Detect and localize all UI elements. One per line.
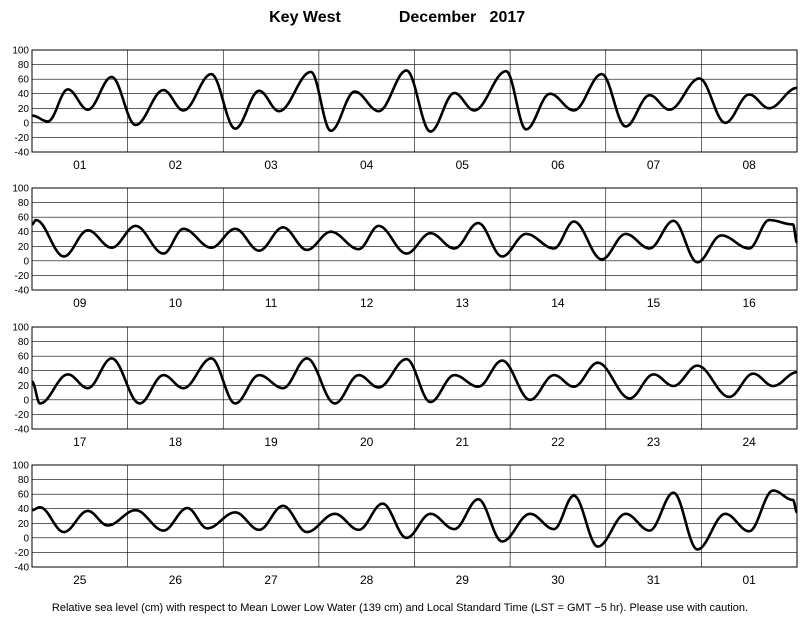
tide-series-line	[31, 69, 798, 133]
y-tick-label: 20	[18, 519, 30, 530]
x-tick-label: 14	[551, 296, 565, 310]
y-tick-label: 100	[12, 184, 29, 195]
x-tick-label: 23	[647, 435, 661, 449]
x-tick-label: 22	[551, 435, 565, 449]
chart-title-period: December 2017	[399, 9, 525, 26]
chart-footnote: Relative sea level (cm) with respect to …	[52, 602, 748, 614]
x-tick-label: 12	[360, 296, 374, 310]
y-tick-label: 20	[18, 242, 30, 253]
y-tick-label: 100	[12, 46, 29, 57]
chart-title-place: Key West	[269, 9, 341, 26]
y-tick-label: 40	[18, 504, 30, 515]
y-tick-label: 40	[18, 89, 30, 100]
x-tick-label: 10	[169, 296, 183, 310]
panel-1: 100 80 60 40 20 0 -20 -40 01 02 03 04 05 06 07 08	[12, 46, 798, 172]
x-tick-label: 09	[73, 296, 87, 310]
x-tick-label: 02	[169, 158, 183, 172]
x-tick-label: 03	[264, 158, 278, 172]
x-tick-label: 26	[169, 573, 183, 587]
y-tick-label: 40	[18, 366, 30, 377]
y-tick-label: 20	[18, 104, 30, 115]
x-tick-label: 28	[360, 573, 374, 587]
x-tick-label: 19	[264, 435, 278, 449]
y-tick-label: -40	[15, 148, 30, 159]
y-tick-label: 0	[23, 118, 29, 129]
x-tick-label: 18	[169, 435, 183, 449]
panel-3: 100 80 60 40 20 0 -20 -40 17 18 19 20 21 22 23 24	[12, 323, 798, 449]
x-tick-label: 27	[264, 573, 278, 587]
x-tick-label: 06	[551, 158, 565, 172]
y-tick-label: 40	[18, 227, 30, 238]
y-tick-label: 0	[23, 256, 29, 267]
y-tick-label: 100	[12, 461, 29, 472]
panel-2: 100 80 60 40 20 0 -20 -40 09 10 11 12 13 14 15 16	[12, 184, 799, 310]
y-tick-label: -20	[15, 133, 30, 144]
y-tick-label: 80	[18, 475, 30, 486]
y-tick-label: -40	[15, 425, 30, 436]
tide-series-line	[30, 218, 799, 264]
x-tick-label: 11	[265, 296, 278, 310]
x-tick-label: 29	[456, 573, 470, 587]
x-tick-label: 31	[647, 573, 661, 587]
x-tick-label: 21	[456, 435, 470, 449]
y-tick-label: 0	[23, 533, 29, 544]
x-tick-label: 08	[743, 158, 757, 172]
y-tick-label: -40	[15, 286, 30, 297]
x-tick-label: 24	[743, 435, 757, 449]
y-tick-label: 0	[23, 395, 29, 406]
y-tick-label: 60	[18, 352, 30, 363]
y-tick-label: -20	[15, 271, 30, 282]
x-tick-label: 07	[647, 158, 661, 172]
x-tick-label: 01	[743, 573, 757, 587]
y-tick-label: 60	[18, 75, 30, 86]
tide-series-line	[31, 357, 798, 405]
panel-frame	[31, 464, 798, 568]
x-tick-label: 20	[360, 435, 374, 449]
y-tick-label: 60	[18, 213, 30, 224]
y-tick-label: 80	[18, 60, 30, 71]
tide-series-line	[31, 489, 799, 551]
x-tick-label: 15	[647, 296, 661, 310]
x-tick-label: 13	[456, 296, 470, 310]
y-tick-label: 80	[18, 337, 30, 348]
y-tick-label: 20	[18, 381, 30, 392]
y-tick-label: 80	[18, 198, 30, 209]
x-tick-label: 05	[456, 158, 470, 172]
panel-frame	[31, 326, 798, 430]
x-tick-label: 01	[73, 158, 87, 172]
y-tick-label: 100	[12, 323, 29, 334]
x-tick-label: 16	[743, 296, 757, 310]
y-tick-label: -20	[15, 548, 30, 559]
panel-4: 100 80 60 40 20 0 -20 -40 25 26 27 28 29 30 31 01	[12, 461, 799, 587]
x-tick-label: 30	[551, 573, 565, 587]
y-tick-label: -20	[15, 410, 30, 421]
panel-frame	[31, 49, 798, 153]
y-tick-label: -40	[15, 563, 30, 574]
x-tick-label: 25	[73, 573, 87, 587]
x-tick-label: 04	[360, 158, 374, 172]
y-tick-label: 60	[18, 490, 30, 501]
x-tick-label: 17	[73, 435, 87, 449]
